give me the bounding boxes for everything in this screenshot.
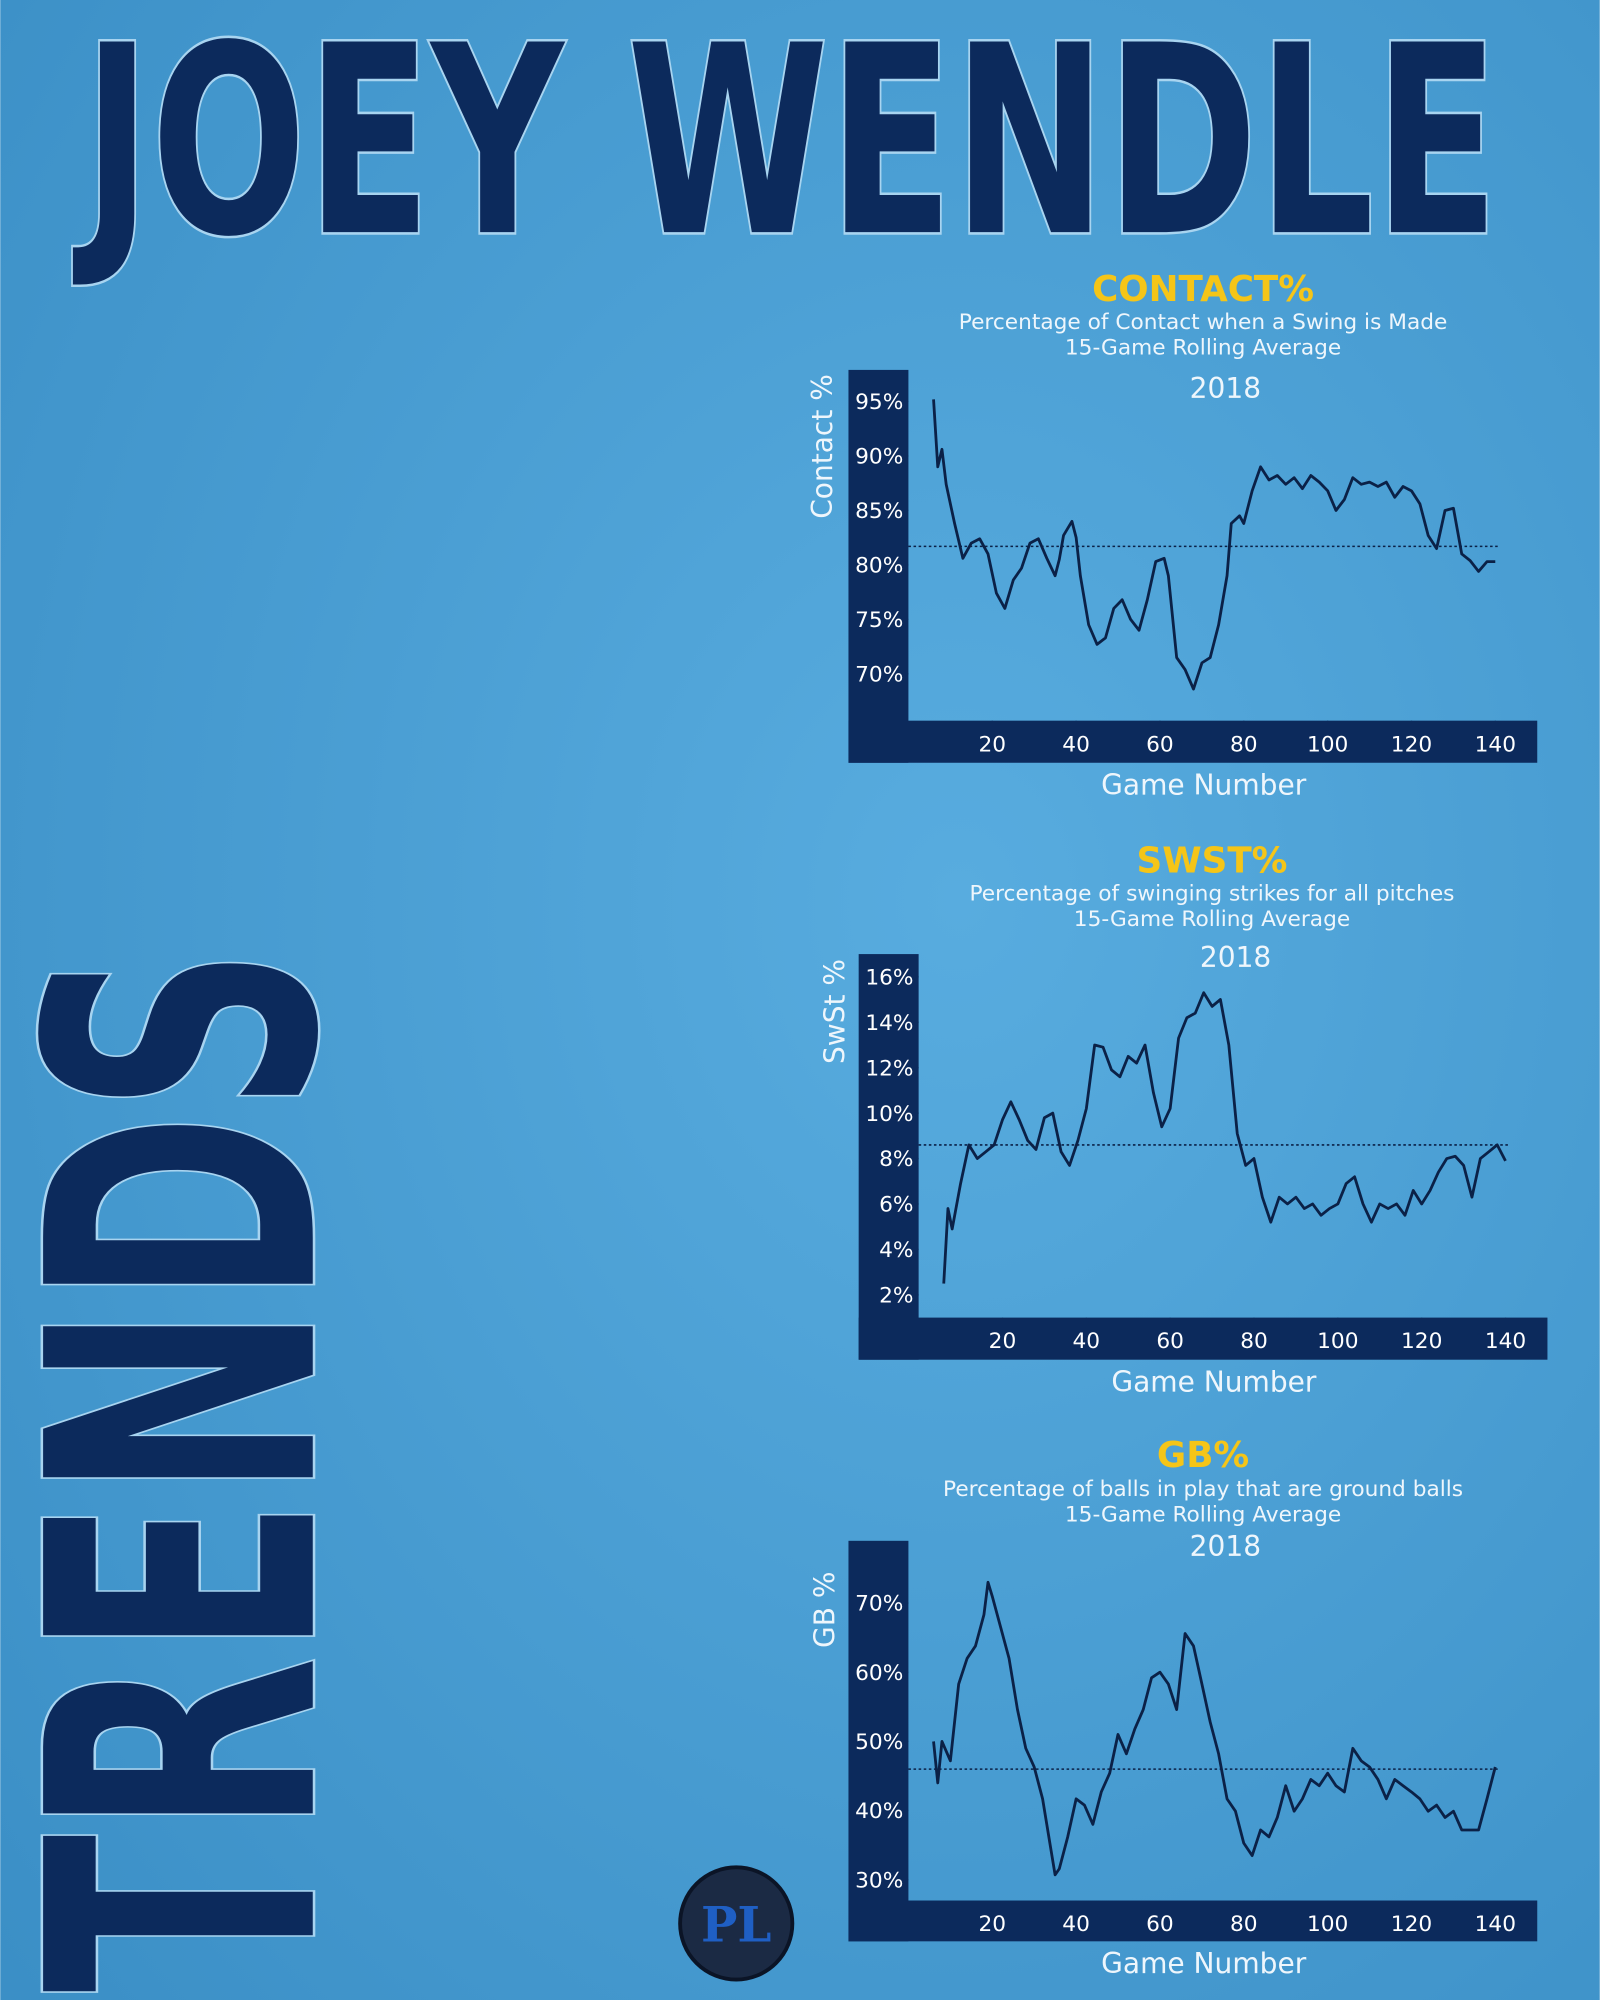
x-tick-label: 80 [1230,732,1258,757]
x-tick-label: 20 [989,1329,1017,1354]
x-tick-label: 140 [1485,1329,1526,1354]
chart-subtitle: Percentage of balls in play that are gro… [943,1477,1463,1502]
axis-bar [848,369,909,763]
axis-bar [858,954,919,1360]
x-axis-label: Game Number [1101,769,1307,802]
chart-subtitle: 15-Game Rolling Average [1065,1503,1341,1528]
side-title: TRENDS [0,946,401,1992]
y-tick-label: 80% [855,554,903,579]
y-tick-label: 30% [855,1868,903,1893]
y-axis-label: SwSt % [819,959,852,1064]
year-label: 2018 [1200,941,1271,974]
x-tick-label: 100 [1307,732,1348,757]
x-axis-label: Game Number [1101,1947,1307,1980]
y-axis-label: GB % [808,1571,841,1648]
year-label: 2018 [1190,1530,1261,1563]
logo-badge [678,1865,795,1982]
x-tick-label: 100 [1307,1912,1348,1937]
x-tick-label: 20 [978,1912,1006,1937]
x-axis-label: Game Number [1111,1366,1317,1399]
y-tick-label: 16% [865,965,913,990]
y-tick-label: 2% [879,1284,913,1309]
y-tick-label: 95% [855,390,903,415]
y-tick-label: 75% [855,608,903,633]
x-tick-label: 60 [1146,732,1174,757]
x-tick-label: 60 [1156,1329,1184,1354]
y-tick-label: 90% [855,445,903,470]
chart-title: CONTACT% [1092,269,1314,310]
y-tick-label: 12% [865,1056,913,1081]
axis-bar [858,1317,1548,1360]
axis-bar [848,1900,1538,1942]
x-tick-label: 60 [1146,1912,1174,1937]
axis-bar [848,1540,909,1942]
y-tick-label: 50% [855,1730,903,1755]
x-tick-label: 120 [1401,1329,1442,1354]
charts: CONTACT%Percentage of Contact when a Swi… [806,269,1548,1980]
chart-subtitle: 15-Game Rolling Average [1074,907,1350,932]
y-tick-label: 60% [855,1661,903,1686]
x-tick-label: 80 [1230,1912,1258,1937]
x-tick-label: 40 [1062,732,1090,757]
series-line [942,991,1507,1284]
chart-subtitle: Percentage of Contact when a Swing is Ma… [959,310,1448,335]
chart: GB%Percentage of balls in play that are … [808,1435,1538,1980]
chart-title: GB% [1157,1435,1249,1476]
chart-subtitle: 15-Game Rolling Average [1065,336,1341,361]
y-axis-label: Contact % [806,374,839,519]
year-label: 2018 [1190,372,1261,405]
x-tick-label: 80 [1240,1329,1268,1354]
y-tick-label: 40% [855,1799,903,1824]
chart: SWST%Percentage of swinging strikes for … [819,840,1548,1399]
player-name: JOEY WENDLE [72,0,1499,294]
chart-subtitle: Percentage of swinging strikes for all p… [969,882,1454,907]
y-tick-label: 70% [855,662,903,687]
chart-title: SWST% [1137,840,1288,881]
axis-bar [848,720,1538,763]
y-tick-label: 85% [855,499,903,524]
x-tick-label: 40 [1062,1912,1090,1937]
chart: CONTACT%Percentage of Contact when a Swi… [806,269,1538,802]
y-tick-label: 14% [865,1011,913,1036]
y-tick-label: 70% [855,1592,903,1617]
x-tick-label: 20 [978,732,1006,757]
logo-text: PL [701,1896,772,1953]
x-tick-label: 100 [1317,1329,1358,1354]
series-line [932,1580,1497,1877]
y-tick-label: 8% [879,1147,913,1172]
x-tick-label: 140 [1475,732,1516,757]
x-tick-label: 120 [1391,1912,1432,1937]
y-tick-label: 6% [879,1193,913,1218]
y-tick-label: 4% [879,1238,913,1263]
x-tick-label: 40 [1073,1329,1101,1354]
x-tick-label: 120 [1391,732,1432,757]
x-tick-label: 140 [1475,1912,1516,1937]
y-tick-label: 10% [865,1102,913,1127]
logo: PL [678,1865,795,1982]
series-line [932,399,1496,691]
